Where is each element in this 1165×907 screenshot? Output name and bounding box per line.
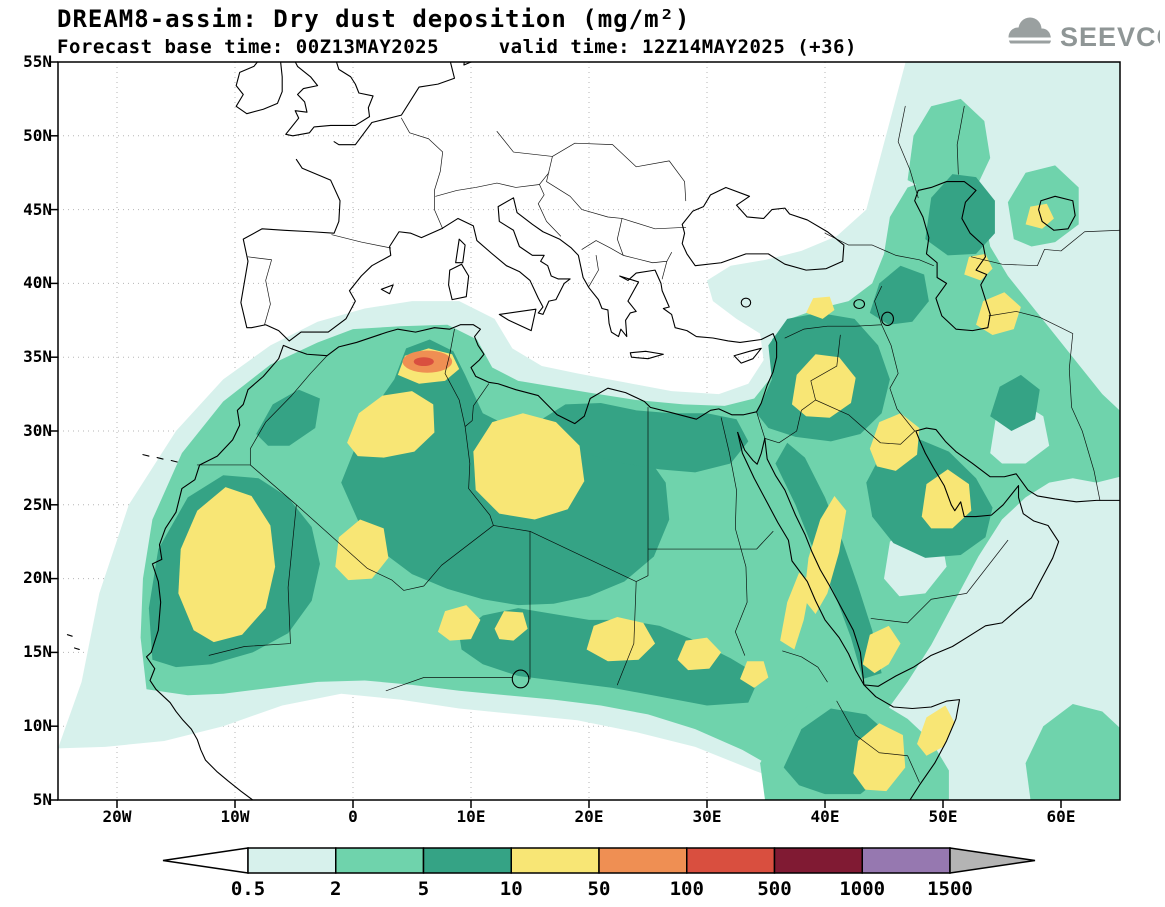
lat-tick-label: 35N [23,347,52,366]
legend-label: 100 [670,878,704,900]
legend-box-2 [335,847,425,874]
legend-labels: 0.5 2 5 10 50 100 500 1000 1500 [231,878,973,900]
cloud-icon [1002,17,1056,47]
lon-axis-labels: 20W 10W 0 10E 20E 30E 40E 50E 60E [103,807,1076,826]
lon-tick-label: 60E [1047,807,1076,826]
legend-label: 1000 [839,878,885,900]
lat-tick-label: 15N [23,642,52,661]
legend-box-1000 [861,847,951,874]
lon-tick-label: 10W [221,807,250,826]
chart-subtitle: Forecast base time: 00Z13MAY2025 valid t… [57,36,857,58]
lat-tick-label: 50N [23,126,52,145]
lon-tick-label: 20W [103,807,132,826]
legend-over-arrow [949,847,1036,874]
legend-box-10 [510,847,600,874]
contour-layer-10 [178,203,1054,792]
forecast-map: 55N 50N 45N 40N 35N 30N 25N 20N 15N 10N … [23,52,1125,826]
legend-label: 50 [588,878,611,900]
lat-tick-label: 25N [23,495,52,514]
color-legend: 0.5 2 5 10 50 100 500 1000 1500 [162,847,1036,900]
legend-label: 500 [757,878,791,900]
lat-tick-label: 10N [23,716,52,735]
legend-bar [162,847,1036,874]
lat-tick-label: 55N [23,52,52,71]
axis-ticks [50,61,1062,808]
legend-label: 0.5 [231,878,265,900]
lat-tick-label: 5N [33,790,52,809]
lat-tick-label: 20N [23,568,52,587]
lat-axis-labels: 55N 50N 45N 40N 35N 30N 25N 20N 15N 10N … [23,52,52,809]
contour-layer-100 [413,357,434,367]
legend-box-50 [598,847,688,874]
lon-tick-label: 30E [693,807,722,826]
lat-tick-label: 30N [23,421,52,440]
country-borders [197,106,1120,782]
chart-title: DREAM8-assim: Dry dust deposition (mg/m²… [57,5,691,33]
lon-tick-label: 0 [348,807,358,826]
lon-tick-label: 40E [811,807,840,826]
chart-titles: DREAM8-assim: Dry dust deposition (mg/m²… [57,5,857,59]
legend-box-500 [773,847,863,874]
lon-tick-label: 50E [929,807,958,826]
lat-tick-label: 45N [23,200,52,219]
legend-label: 2 [330,878,341,900]
legend-label: 10 [500,878,523,900]
seevccc-logo-text: SEEVCCC [1060,22,1160,52]
coastlines [67,55,1125,808]
legend-under-arrow [162,847,249,874]
seevccc-logo: SEEVCCC [1002,17,1160,52]
lon-tick-label: 10E [457,807,486,826]
legend-box-0-5 [247,847,337,874]
legend-box-100 [686,847,776,874]
legend-label: 1500 [927,878,973,900]
legend-box-5 [422,847,512,874]
lat-tick-label: 40N [23,273,52,292]
legend-label: 5 [418,878,429,900]
lon-tick-label: 20E [575,807,604,826]
